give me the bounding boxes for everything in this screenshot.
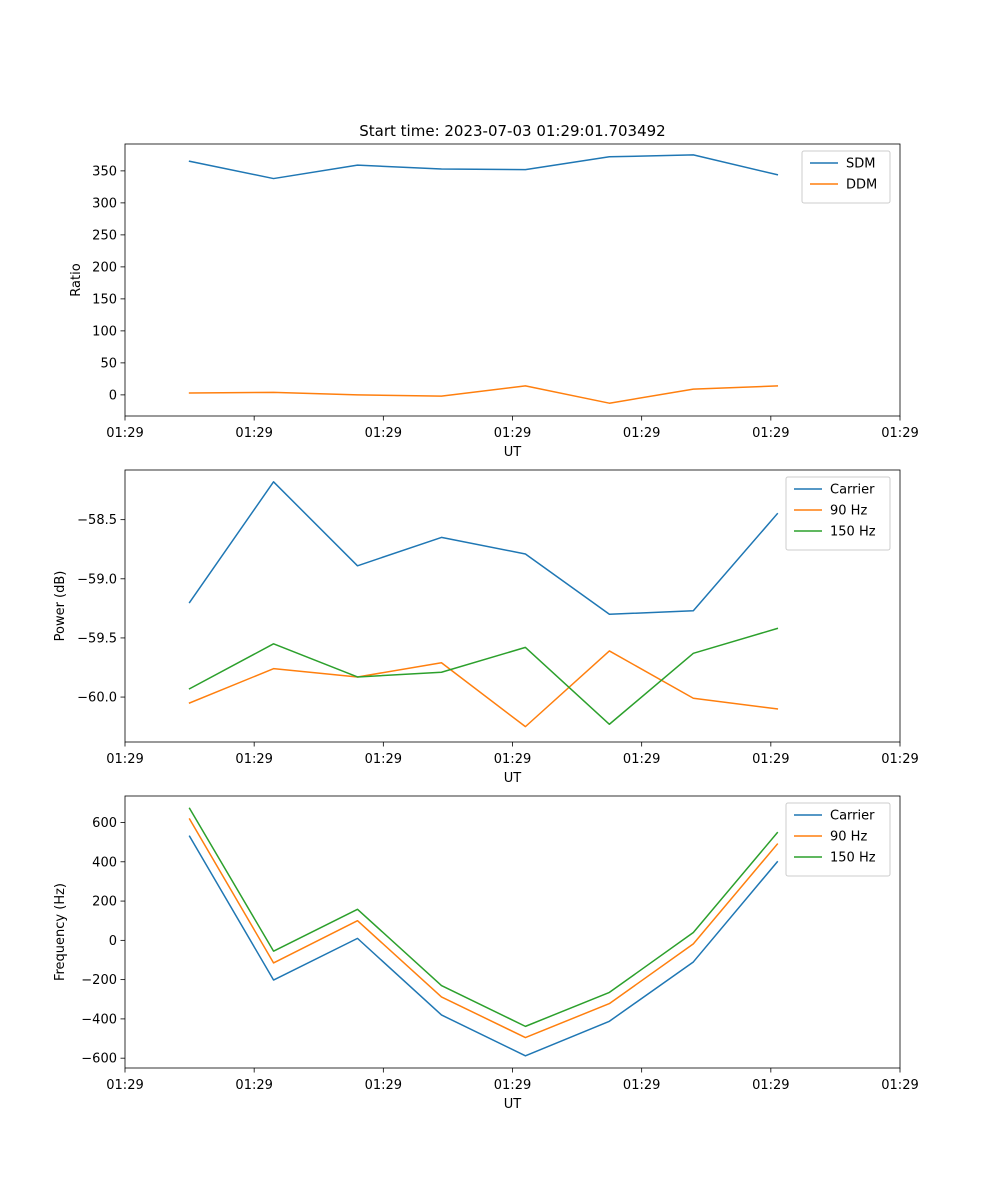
legend-box bbox=[801, 150, 891, 204]
series-line-150-hz bbox=[188, 627, 779, 726]
y-tick-label: −200 bbox=[81, 973, 117, 988]
x-tick-label: 01:29 bbox=[494, 752, 531, 767]
y-tick-label: −400 bbox=[81, 1012, 117, 1027]
series-line-90-hz bbox=[188, 650, 779, 728]
y-tick-label: −60.0 bbox=[77, 691, 117, 706]
y-tick-label: −58.5 bbox=[77, 513, 117, 528]
y-tick-label: −59.0 bbox=[77, 572, 117, 587]
x-tick-label: 01:29 bbox=[752, 752, 789, 767]
x-tick-label: 01:29 bbox=[365, 752, 402, 767]
y-tick-label: 0 bbox=[109, 388, 117, 403]
legend-label: 90 Hz bbox=[830, 830, 867, 845]
x-tick-label: 01:29 bbox=[235, 426, 272, 441]
x-tick-label: 01:29 bbox=[106, 426, 143, 441]
x-tick-label: 01:29 bbox=[881, 752, 918, 767]
x-tick-label: 01:29 bbox=[106, 1078, 143, 1093]
legend-label: Carrier bbox=[830, 809, 875, 824]
x-tick-label: 01:29 bbox=[494, 1078, 531, 1093]
x-tick-label: 01:29 bbox=[235, 752, 272, 767]
legend-label: 150 Hz bbox=[830, 525, 876, 540]
series-line-carrier bbox=[188, 481, 779, 616]
x-tick-label: 01:29 bbox=[623, 426, 660, 441]
x-tick-label: 01:29 bbox=[623, 1078, 660, 1093]
x-tick-label: 01:29 bbox=[752, 1078, 789, 1093]
x-axis-label: UT bbox=[504, 771, 522, 786]
legend-label: DDM bbox=[846, 178, 877, 193]
x-tick-label: 01:29 bbox=[494, 426, 531, 441]
x-tick-label: 01:29 bbox=[235, 1078, 272, 1093]
y-tick-label: 150 bbox=[92, 292, 117, 307]
series-line-ddm bbox=[188, 385, 779, 404]
x-axis-label: UT bbox=[504, 445, 522, 460]
y-axis-label: Power (dB) bbox=[53, 571, 68, 642]
subplot-2: 01:29 01:29 01:29 01:29 01:29 01:29 01:29 −60.0… bbox=[53, 469, 919, 786]
series-line-carrier bbox=[188, 835, 779, 1057]
y-tick-label: 600 bbox=[92, 816, 117, 831]
legend-label: 150 Hz bbox=[830, 851, 876, 866]
legend: SDM DDM bbox=[801, 150, 891, 204]
y-axis-label: Ratio bbox=[69, 263, 84, 296]
series-line-sdm bbox=[188, 154, 779, 180]
y-tick-label: −59.5 bbox=[77, 631, 117, 646]
y-tick-label: 200 bbox=[92, 260, 117, 275]
x-tick-label: 01:29 bbox=[365, 1078, 402, 1093]
y-tick-label: 100 bbox=[92, 324, 117, 339]
y-tick-label: 0 bbox=[109, 934, 117, 949]
x-axis-label: UT bbox=[504, 1097, 522, 1112]
subplot-1: 01:29 01:29 01:29 01:29 01:29 01:29 01:29 0 50 10… bbox=[69, 143, 919, 460]
y-tick-label: −600 bbox=[81, 1052, 117, 1067]
series-line-90-hz bbox=[188, 817, 779, 1039]
x-tick-label: 01:29 bbox=[365, 426, 402, 441]
y-axis-label: Frequency (Hz) bbox=[53, 883, 68, 981]
subplot-3: 01:29 01:29 01:29 01:29 01:29 01:29 01:29 −600 −… bbox=[53, 795, 919, 1112]
legend: Carrier 90 Hz 150 Hz bbox=[785, 476, 891, 551]
x-tick-label: 01:29 bbox=[881, 426, 918, 441]
y-tick-label: 400 bbox=[92, 855, 117, 870]
legend-label: 90 Hz bbox=[830, 504, 867, 519]
y-tick-label: 250 bbox=[92, 228, 117, 243]
series-line-150-hz bbox=[188, 807, 779, 1028]
x-tick-label: 01:29 bbox=[623, 752, 660, 767]
y-tick-label: 200 bbox=[92, 895, 117, 910]
legend-label: SDM bbox=[846, 157, 875, 172]
legend: Carrier 90 Hz 150 Hz bbox=[785, 802, 891, 877]
x-tick-label: 01:29 bbox=[881, 1078, 918, 1093]
y-tick-label: 300 bbox=[92, 196, 117, 211]
y-tick-label: 50 bbox=[100, 356, 117, 371]
y-tick-label: 350 bbox=[92, 164, 117, 179]
legend-label: Carrier bbox=[830, 483, 875, 498]
figure-title: Start time: 2023-07-03 01:29:01.703492 bbox=[359, 122, 665, 140]
x-tick-label: 01:29 bbox=[106, 752, 143, 767]
x-tick-label: 01:29 bbox=[752, 426, 789, 441]
plots: 01:29 01:29 01:29 01:29 01:29 01:29 01:29 0 50 10… bbox=[53, 143, 919, 1112]
